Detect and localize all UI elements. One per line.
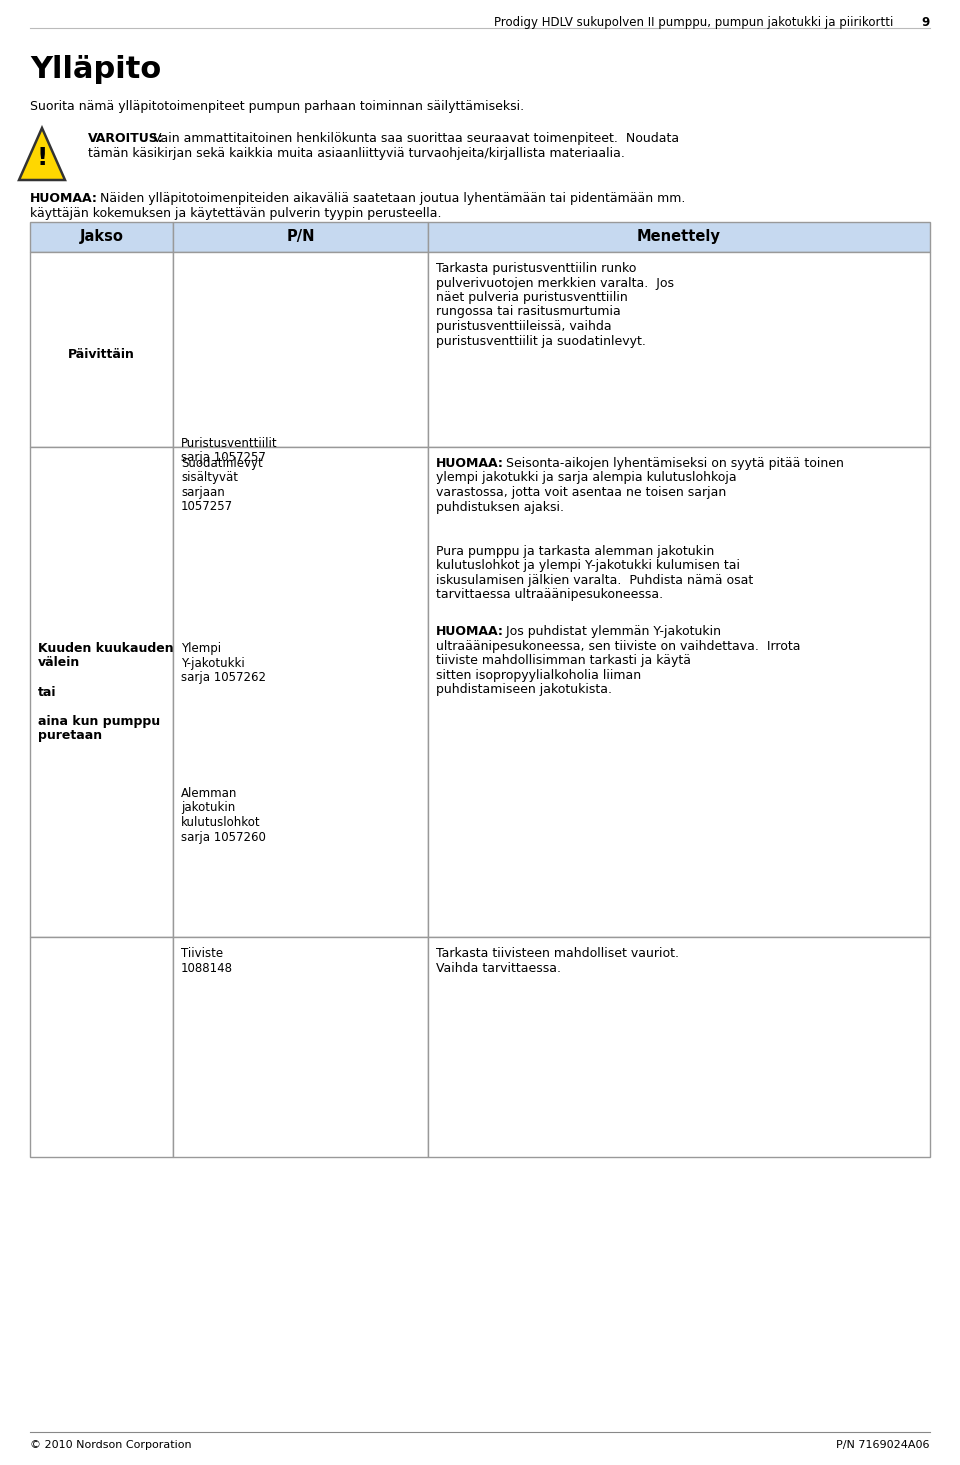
Text: 9: 9 xyxy=(922,16,930,29)
Text: iskusulamisen jälkien varalta.  Puhdista nämä osat: iskusulamisen jälkien varalta. Puhdista … xyxy=(436,574,754,587)
Text: Näiden ylläpitotoimenpiteiden aikaväliä saatetaan joutua lyhentämään tai pidentä: Näiden ylläpitotoimenpiteiden aikaväliä … xyxy=(92,192,685,205)
Bar xyxy=(428,223,930,252)
Text: puristusventtiileissä, vaihda: puristusventtiileissä, vaihda xyxy=(436,319,612,333)
Text: Menettely: Menettely xyxy=(637,230,721,245)
Text: Ylläpito: Ylläpito xyxy=(30,56,161,84)
Polygon shape xyxy=(19,127,65,180)
Text: © 2010 Nordson Corporation: © 2010 Nordson Corporation xyxy=(30,1440,192,1450)
Text: Tiiviste: Tiiviste xyxy=(181,946,223,960)
Text: puretaan: puretaan xyxy=(38,730,102,741)
Text: sarja 1057260: sarja 1057260 xyxy=(181,831,266,844)
Text: Vaihda tarvittaessa.: Vaihda tarvittaessa. xyxy=(436,961,561,974)
Text: VAROITUS:: VAROITUS: xyxy=(88,132,164,145)
Text: aina kun pumppu: aina kun pumppu xyxy=(38,715,160,728)
Text: HUOMAA:: HUOMAA: xyxy=(436,626,504,639)
Text: jakotukin: jakotukin xyxy=(181,801,235,815)
Text: sitten isopropyylialkoholia liiman: sitten isopropyylialkoholia liiman xyxy=(436,668,641,681)
Text: tarvittaessa ultraäänipesukoneessa.: tarvittaessa ultraäänipesukoneessa. xyxy=(436,589,663,601)
Text: !: ! xyxy=(36,146,48,170)
Bar xyxy=(30,252,173,447)
Bar xyxy=(428,938,930,1157)
Text: Tarkasta tiivisteen mahdolliset vauriot.: Tarkasta tiivisteen mahdolliset vauriot. xyxy=(436,946,679,960)
Text: kulutuslohkot ja ylempi Y-jakotukki kulumisen tai: kulutuslohkot ja ylempi Y-jakotukki kulu… xyxy=(436,560,740,573)
Text: ylempi jakotukki ja sarja alempia kulutuslohkoja: ylempi jakotukki ja sarja alempia kulutu… xyxy=(436,472,736,485)
Text: P/N: P/N xyxy=(286,230,315,245)
Text: sarja 1057262: sarja 1057262 xyxy=(181,671,266,684)
Bar xyxy=(173,938,428,1157)
Bar xyxy=(173,252,428,447)
Text: Vain ammattitaitoinen henkilökunta saa suorittaa seuraavat toimenpiteet.  Noudat: Vain ammattitaitoinen henkilökunta saa s… xyxy=(149,132,679,145)
Text: Jos puhdistat ylemmän Y-jakotukin: Jos puhdistat ylemmän Y-jakotukin xyxy=(498,626,721,639)
Text: ultraäänipesukoneessa, sen tiiviste on vaihdettava.  Irrota: ultraäänipesukoneessa, sen tiiviste on v… xyxy=(436,640,801,653)
Text: varastossa, jotta voit asentaa ne toisen sarjan: varastossa, jotta voit asentaa ne toisen… xyxy=(436,486,727,500)
Text: pulverivuotojen merkkien varalta.  Jos: pulverivuotojen merkkien varalta. Jos xyxy=(436,277,674,290)
Text: sarjaan: sarjaan xyxy=(181,486,225,500)
Text: P/N 7169024A06: P/N 7169024A06 xyxy=(836,1440,930,1450)
Text: käyttäjän kokemuksen ja käytettävän pulverin tyypin perusteella.: käyttäjän kokemuksen ja käytettävän pulv… xyxy=(30,207,442,220)
Text: näet pulveria puristusventtiilin: näet pulveria puristusventtiilin xyxy=(436,292,628,305)
Text: tai: tai xyxy=(38,686,57,699)
Text: Prodigy HDLV sukupolven II pumppu, pumpun jakotukki ja piirikortti: Prodigy HDLV sukupolven II pumppu, pumpu… xyxy=(494,16,905,29)
Text: puhdistamiseen jakotukista.: puhdistamiseen jakotukista. xyxy=(436,683,612,696)
Text: puhdistuksen ajaksi.: puhdistuksen ajaksi. xyxy=(436,501,564,514)
Bar xyxy=(428,447,930,938)
Text: sarja 1057257: sarja 1057257 xyxy=(181,451,266,464)
Text: tiiviste mahdollisimman tarkasti ja käytä: tiiviste mahdollisimman tarkasti ja käyt… xyxy=(436,655,691,667)
Text: Alemman: Alemman xyxy=(181,787,237,800)
Text: Pura pumppu ja tarkasta alemman jakotukin: Pura pumppu ja tarkasta alemman jakotuki… xyxy=(436,545,714,558)
Bar xyxy=(30,447,173,938)
Text: Suodatinlevyt: Suodatinlevyt xyxy=(181,457,263,470)
Text: Ylempi: Ylempi xyxy=(181,642,221,655)
Text: Y-jakotukki: Y-jakotukki xyxy=(181,656,245,670)
Text: Päivittäin: Päivittäin xyxy=(68,349,135,360)
Text: tämän käsikirjan sekä kaikkia muita asiaanliittyviä turvaohjeita/kirjallista mat: tämän käsikirjan sekä kaikkia muita asia… xyxy=(88,146,625,160)
Text: Puristusventtiilit: Puristusventtiilit xyxy=(181,437,277,450)
Bar xyxy=(173,223,428,252)
Bar xyxy=(30,938,173,1157)
Text: Jakso: Jakso xyxy=(80,230,124,245)
Text: Tarkasta puristusventtiilin runko: Tarkasta puristusventtiilin runko xyxy=(436,262,636,275)
Text: sisältyvät: sisältyvät xyxy=(181,472,238,485)
Text: Suorita nämä ylläpitotoimenpiteet pumpun parhaan toiminnan säilyttämiseksi.: Suorita nämä ylläpitotoimenpiteet pumpun… xyxy=(30,100,524,113)
Text: HUOMAA:: HUOMAA: xyxy=(30,192,98,205)
Text: puristusventtiilit ja suodatinlevyt.: puristusventtiilit ja suodatinlevyt. xyxy=(436,334,646,347)
Text: Seisonta-aikojen lyhentämiseksi on syytä pitää toinen: Seisonta-aikojen lyhentämiseksi on syytä… xyxy=(498,457,844,470)
Text: rungossa tai rasitusmurtumia: rungossa tai rasitusmurtumia xyxy=(436,306,621,318)
Text: välein: välein xyxy=(38,656,81,670)
Text: HUOMAA:: HUOMAA: xyxy=(436,457,504,470)
Text: 1057257: 1057257 xyxy=(181,501,233,514)
Text: Kuuden kuukauden: Kuuden kuukauden xyxy=(38,642,174,655)
Text: 1088148: 1088148 xyxy=(181,961,233,974)
Bar xyxy=(30,223,173,252)
Text: kulutuslohkot: kulutuslohkot xyxy=(181,816,260,829)
Bar xyxy=(173,447,428,938)
Bar xyxy=(428,252,930,447)
